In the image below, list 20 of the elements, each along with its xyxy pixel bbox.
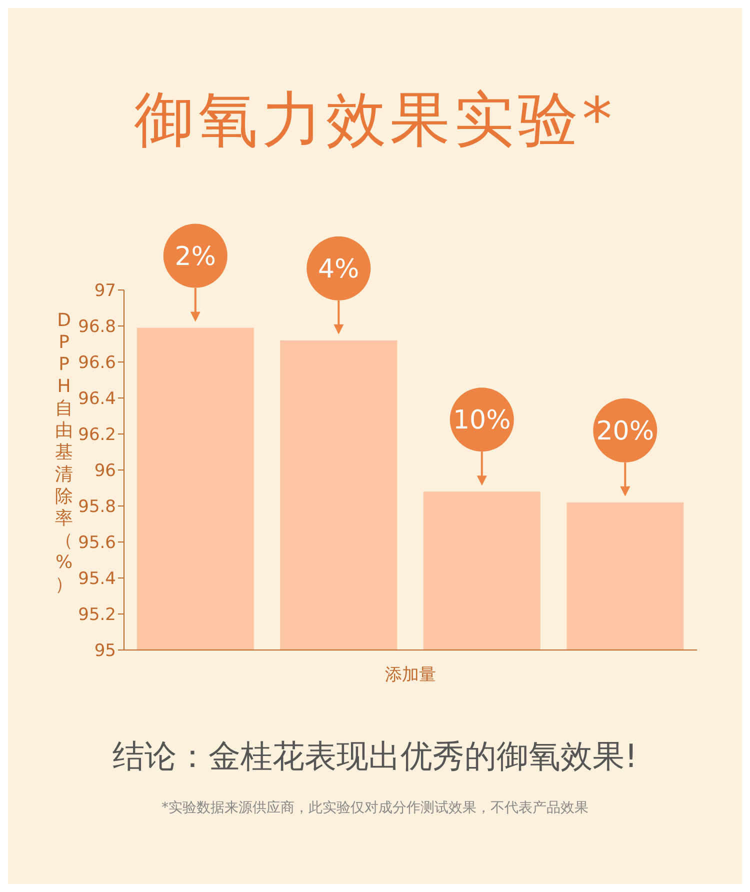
y-tick-label: 95.4 [78,569,116,590]
x-tick-label: 2% [174,242,216,272]
y-tick-label: 95 [94,641,116,662]
x-tick-label: 20% [596,416,654,446]
x-tick-label: 4% [318,254,360,284]
y-tick-label: 96.6 [78,353,116,374]
text: *实验数据来源供应商，此实验仅对成分作测试效果，不代表产品效果 [160,799,590,817]
y-tick-label: 96 [94,461,116,482]
chart-title: 御氧力效果实验* [133,84,617,157]
y-tick-label: 95.2 [78,605,116,626]
y-tick-label: 96.2 [78,425,116,446]
x-axis-title: 添加量 [385,665,436,685]
text: DPPH自由基清除率（%） [55,310,73,595]
y-tick-label: 95.6 [78,533,116,554]
y-tick-label: 96.4 [78,389,116,410]
y-tick-label: 95.8 [78,497,116,518]
y-tick-label: 96.8 [78,317,116,338]
text: 结论：金桂花表现出优秀的御氧效果! [112,736,638,777]
x-tick-label: 10% [452,406,511,436]
y-tick-label: 97 [94,281,116,302]
